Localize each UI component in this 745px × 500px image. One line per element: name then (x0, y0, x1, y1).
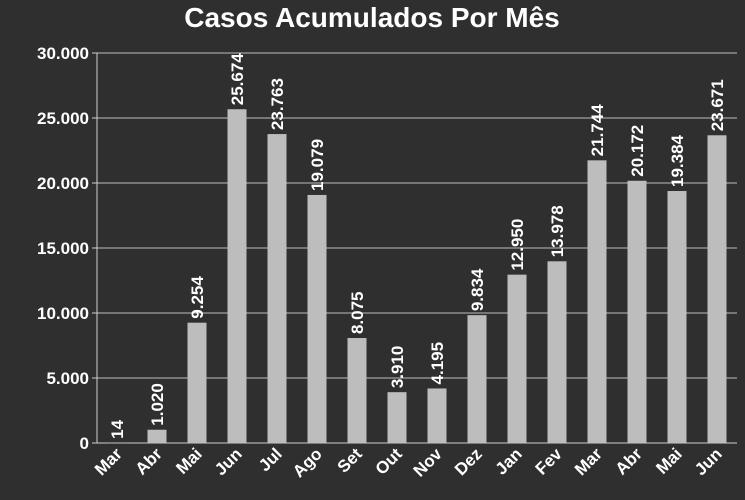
x-tick-label: Fev (532, 444, 567, 479)
data-label: 21.744 (588, 104, 607, 157)
x-tick-label: Set (334, 444, 366, 476)
chart-title: Casos Acumulados Por Mês (184, 2, 560, 33)
data-label: 25.674 (228, 53, 247, 106)
y-tick-label: 20.000 (37, 174, 89, 193)
bar (107, 442, 127, 444)
x-axis-ticks: Mar Abr Mai Jun Jul Ago Set Out Nov Dez Jan Fev Mar A… (91, 444, 726, 481)
x-tick-label: Jun (691, 444, 726, 479)
x-tick-label: Jan (492, 444, 526, 478)
data-label: 23.671 (708, 79, 727, 131)
bar (427, 388, 447, 443)
bar (347, 338, 367, 443)
x-tick-label: Jul (255, 444, 286, 475)
x-tick-label: Out (372, 444, 406, 478)
data-label: 14 (108, 419, 127, 438)
data-label: 3.910 (388, 346, 407, 389)
data-label: 1.020 (148, 383, 167, 426)
data-label: 19.079 (308, 139, 327, 191)
data-labels: 14 1.020 9.254 25.674 23.763 19.079 8.075 3.910… (108, 53, 727, 439)
data-label: 9.254 (188, 276, 207, 319)
data-label: 9.834 (468, 268, 487, 311)
y-tick-label: 15.000 (37, 239, 89, 258)
y-tick-label: 25.000 (37, 109, 89, 128)
bar (467, 315, 487, 443)
bar (307, 194, 327, 443)
y-tick-label: 5.000 (46, 369, 89, 388)
x-tick-label: Nov (410, 444, 447, 481)
bar (707, 135, 727, 444)
bar (387, 392, 407, 443)
bar (267, 134, 287, 443)
y-tick-label: 10.000 (37, 304, 89, 323)
x-tick-label: Mai (652, 444, 685, 477)
x-tick-label: Ago (289, 444, 326, 481)
x-tick-label: Mar (91, 444, 126, 479)
bar (507, 274, 527, 443)
bar (187, 322, 207, 443)
y-tick-label: 30.000 (37, 44, 89, 63)
x-tick-label: Mar (571, 444, 606, 479)
bar (227, 109, 247, 443)
bar (667, 191, 687, 443)
y-tick-label: 0 (80, 434, 89, 453)
y-axis-ticks: 0 5.000 10.000 15.000 20.000 25.000 30.000 (37, 44, 89, 453)
x-tick-label: Dez (451, 444, 486, 479)
bar (587, 160, 607, 443)
x-tick-label: Abr (612, 444, 646, 478)
data-label: 20.172 (628, 125, 647, 177)
bar (547, 261, 567, 443)
data-label: 19.384 (668, 134, 687, 187)
data-label: 8.075 (348, 291, 367, 334)
data-label: 23.763 (268, 78, 287, 130)
x-tick-label: Jun (211, 444, 246, 479)
bar (147, 429, 167, 443)
x-tick-label: Abr (132, 444, 166, 478)
data-label: 12.950 (508, 219, 527, 271)
x-tick-label: Mai (172, 444, 205, 477)
bar (627, 180, 647, 443)
data-label: 13.978 (548, 205, 567, 257)
bars (107, 109, 727, 444)
data-label: 4.195 (428, 342, 447, 385)
